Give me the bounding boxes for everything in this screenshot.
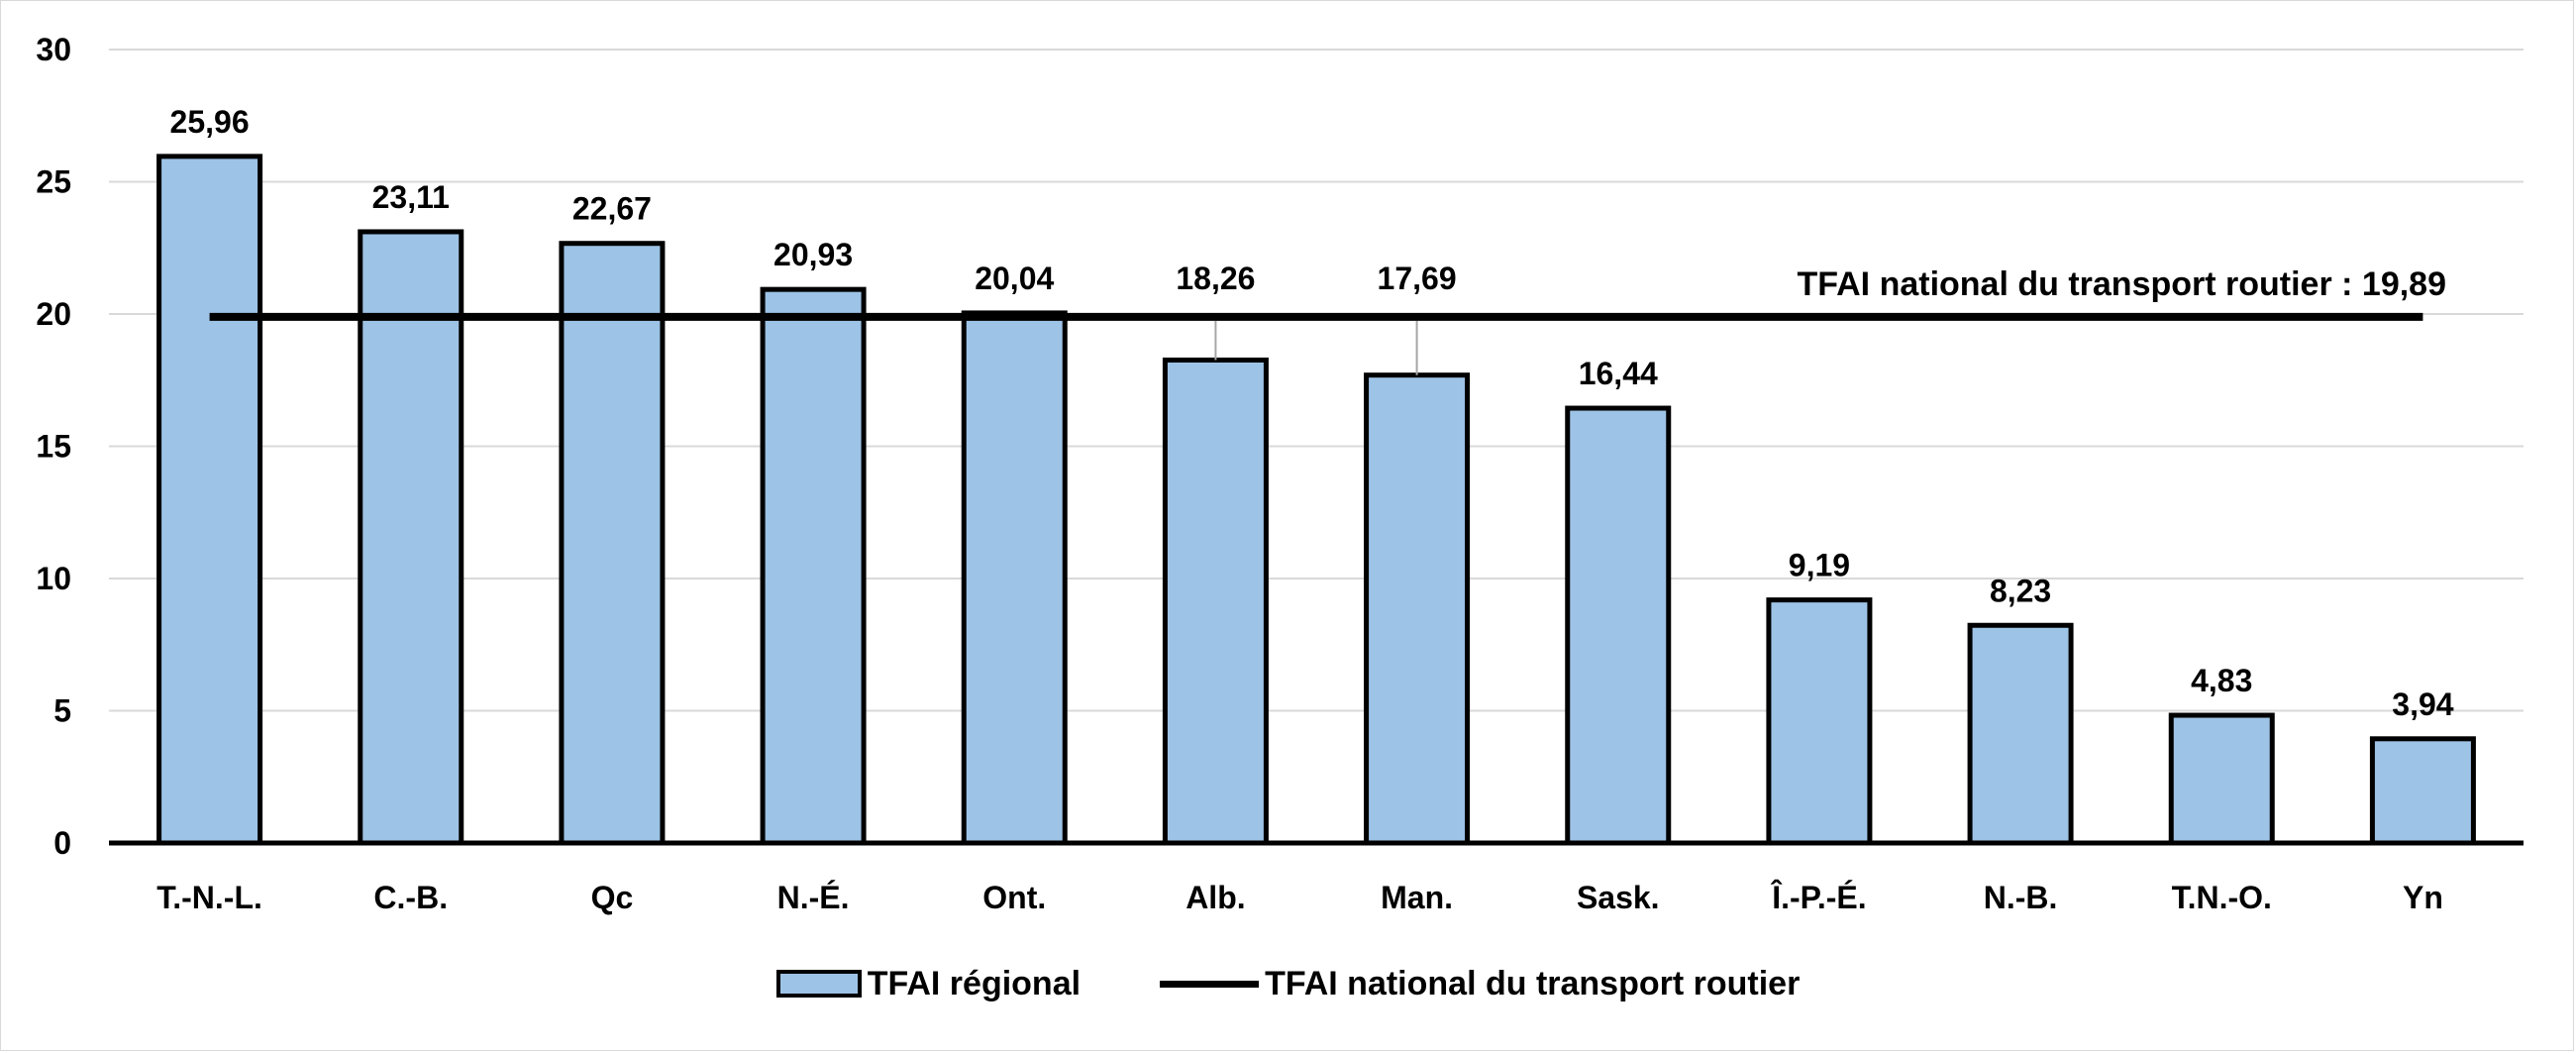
data-label: 23,11 xyxy=(372,179,450,215)
data-label: 9,19 xyxy=(1789,548,1850,583)
data-label: 18,26 xyxy=(1176,261,1255,296)
bars xyxy=(156,154,2476,846)
y-tick-label: 10 xyxy=(36,561,71,596)
legend-item-national: TFAI national du transport routier xyxy=(1160,965,1800,1003)
data-label: 22,67 xyxy=(572,191,652,227)
x-tick-label: N.-B. xyxy=(1984,880,2058,915)
x-tick-label: Alb. xyxy=(1185,880,1245,915)
x-tick-label: Yn xyxy=(2403,880,2443,915)
x-tick-label: T.N.-O. xyxy=(2172,880,2272,915)
data-label: 8,23 xyxy=(1990,573,2051,608)
bar xyxy=(2168,712,2275,846)
y-tick-label: 15 xyxy=(36,429,71,465)
data-label: 4,83 xyxy=(2191,663,2252,698)
legend-label-regional: TFAI régional xyxy=(867,964,1082,1002)
bar xyxy=(1565,405,1672,846)
bar xyxy=(760,286,867,846)
bar xyxy=(961,310,1068,846)
x-tick-label: Qc xyxy=(591,880,634,915)
bar xyxy=(358,229,464,846)
bar xyxy=(1967,622,2074,846)
legend: TFAI régional TFAI national du transport… xyxy=(0,959,2576,1008)
data-label: 17,69 xyxy=(1378,261,1457,296)
data-label: 3,94 xyxy=(2392,686,2453,722)
data-label: 20,93 xyxy=(773,237,853,272)
y-tick-label: 30 xyxy=(36,32,71,67)
bar xyxy=(1766,597,1873,846)
data-label: 16,44 xyxy=(1579,356,1658,391)
legend-item-regional: TFAI régional xyxy=(775,964,1082,1003)
y-tick-label: 0 xyxy=(53,825,71,861)
x-tick-label: Ont. xyxy=(982,880,1046,915)
y-tick-label: 5 xyxy=(53,693,71,729)
bar-chart: 0 5 10 15 20 25 30 25,96 T.-N.-L. 23,11 C.-B. 22,67… xyxy=(36,32,2524,915)
x-tick-label: C.-B. xyxy=(373,880,448,915)
legend-label-national: TFAI national du transport routier xyxy=(1265,964,1801,1002)
x-tick-label: Î.-P.-É. xyxy=(1770,880,1866,915)
y-tick-label: 25 xyxy=(36,164,71,200)
bar xyxy=(2369,736,2476,846)
x-tick-label: N.-É. xyxy=(777,880,850,915)
bar xyxy=(1162,357,1269,846)
data-label: 20,04 xyxy=(975,261,1054,296)
x-tick-label: Man. xyxy=(1381,880,1453,915)
x-tick-label: T.-N.-L. xyxy=(156,880,262,915)
data-label: 25,96 xyxy=(170,104,250,140)
bar xyxy=(1364,372,1471,846)
y-tick-label: 20 xyxy=(36,296,71,332)
legend-swatch-line xyxy=(1160,980,1260,988)
legend-swatch-bar xyxy=(775,970,862,998)
reference-line-label: TFAI national du transport routier : 19,… xyxy=(1797,265,2446,303)
bar xyxy=(559,241,666,846)
x-tick-label: Sask. xyxy=(1577,880,1660,915)
bar xyxy=(156,154,263,846)
